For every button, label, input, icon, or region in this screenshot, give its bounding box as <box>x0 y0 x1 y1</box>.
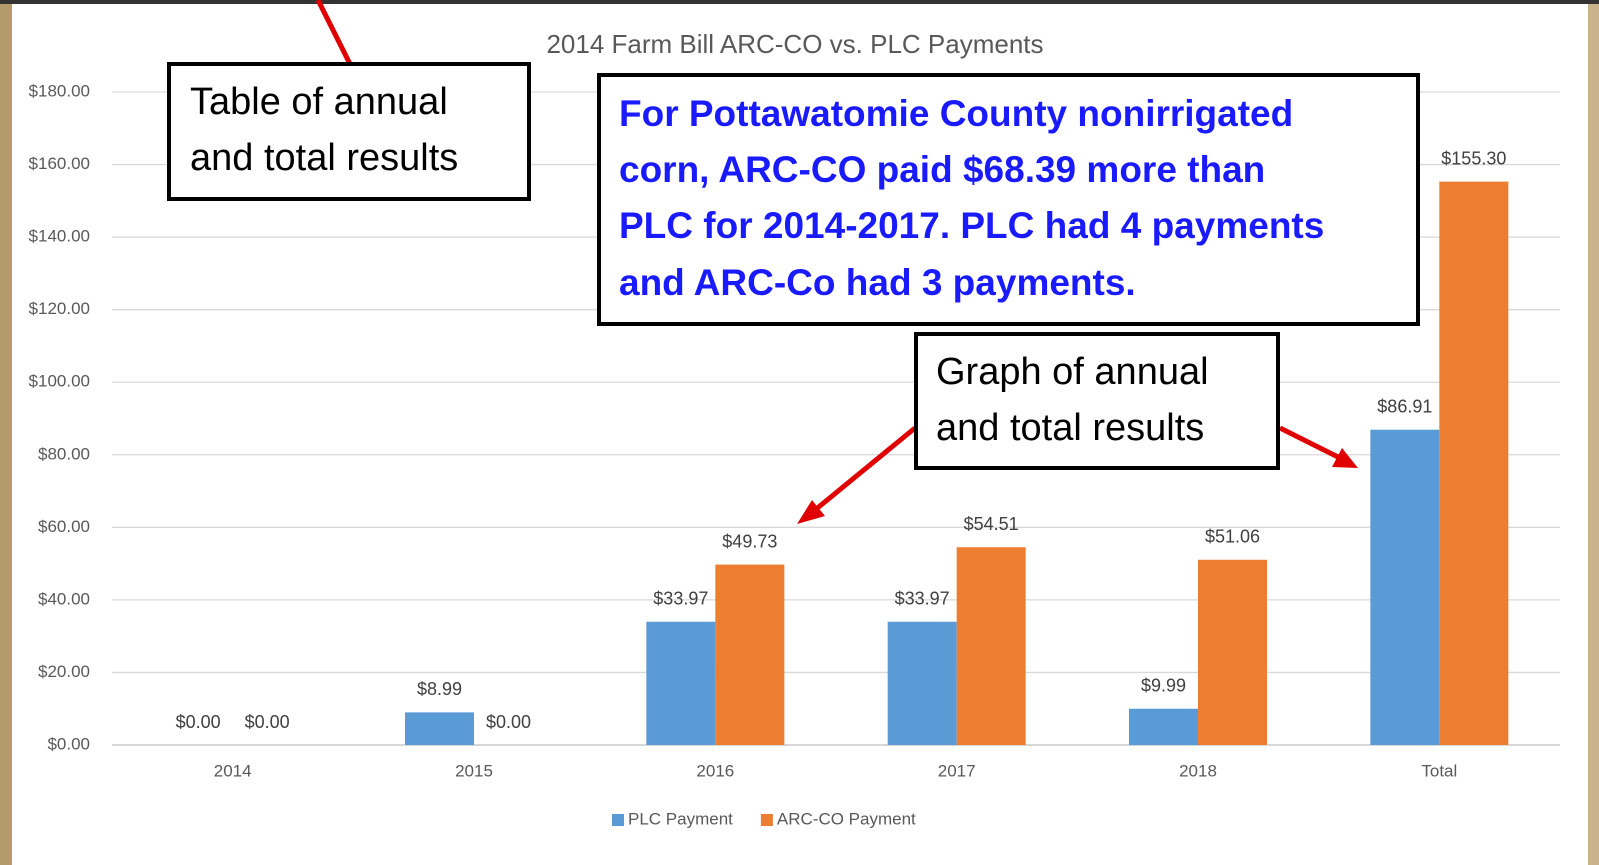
photo-edge <box>1588 0 1599 865</box>
value-label: $0.00 <box>176 712 221 732</box>
bar <box>646 622 715 745</box>
page: 2014 Farm Bill ARC-CO vs. PLC Payments $… <box>0 0 1599 865</box>
annotation-text: For Pottawatomie County nonirrigated <box>619 93 1293 134</box>
value-label: $8.99 <box>417 679 462 699</box>
legend-label: ARC-CO Payment <box>777 809 916 828</box>
top-edge <box>0 0 1599 4</box>
bar <box>1129 709 1198 745</box>
x-tick-label: Total <box>1421 761 1457 780</box>
annotation-text: PLC for 2014-2017. PLC had 4 payments <box>619 205 1324 246</box>
x-tick-label: 2015 <box>455 761 493 780</box>
annotation-text: and total results <box>190 137 458 179</box>
bar <box>957 547 1026 745</box>
x-tick-label: 2014 <box>214 761 252 780</box>
annotation-text: and ARC-Co had 3 payments. <box>619 262 1136 303</box>
bar <box>1370 430 1439 745</box>
x-tick-label: 2016 <box>696 761 734 780</box>
value-label: $49.73 <box>722 531 777 551</box>
value-label: $0.00 <box>245 712 290 732</box>
bar <box>715 565 784 745</box>
bar <box>1198 560 1267 745</box>
y-tick-label: $140.00 <box>29 227 90 246</box>
y-tick-label: $100.00 <box>29 372 90 391</box>
bar <box>405 712 474 745</box>
bar <box>1439 182 1508 745</box>
annotation-text: Graph of annual <box>936 351 1209 393</box>
legend-swatch <box>612 814 624 826</box>
photo-edge <box>0 0 12 865</box>
bar <box>888 622 957 745</box>
x-tick-label: 2017 <box>938 761 976 780</box>
y-tick-label: $80.00 <box>38 444 90 463</box>
y-tick-label: $20.00 <box>38 662 90 681</box>
chart: 2014 Farm Bill ARC-CO vs. PLC Payments $… <box>0 0 1599 865</box>
y-tick-label: $60.00 <box>38 517 90 536</box>
value-label: $33.97 <box>895 589 950 609</box>
y-tick-label: $40.00 <box>38 589 90 608</box>
value-label: $54.51 <box>964 514 1019 534</box>
y-tick-label: $0.00 <box>47 734 90 753</box>
value-label: $86.91 <box>1377 396 1432 416</box>
x-tick-label: 2018 <box>1179 761 1217 780</box>
value-label: $155.30 <box>1441 148 1506 168</box>
value-label: $9.99 <box>1141 676 1186 696</box>
y-tick-label: $160.00 <box>29 154 90 173</box>
chart-title: 2014 Farm Bill ARC-CO vs. PLC Payments <box>546 29 1043 59</box>
legend-label: PLC Payment <box>628 809 733 828</box>
value-label: $0.00 <box>486 712 531 732</box>
annotation-text: Table of annual <box>190 81 448 123</box>
value-label: $33.97 <box>653 589 708 609</box>
legend-swatch <box>761 814 773 826</box>
y-tick-label: $180.00 <box>29 81 90 100</box>
annotation-text: corn, ARC-CO paid $68.39 more than <box>619 149 1265 190</box>
annotation-text: and total results <box>936 407 1204 449</box>
y-tick-label: $120.00 <box>29 299 90 318</box>
value-label: $51.06 <box>1205 527 1260 547</box>
